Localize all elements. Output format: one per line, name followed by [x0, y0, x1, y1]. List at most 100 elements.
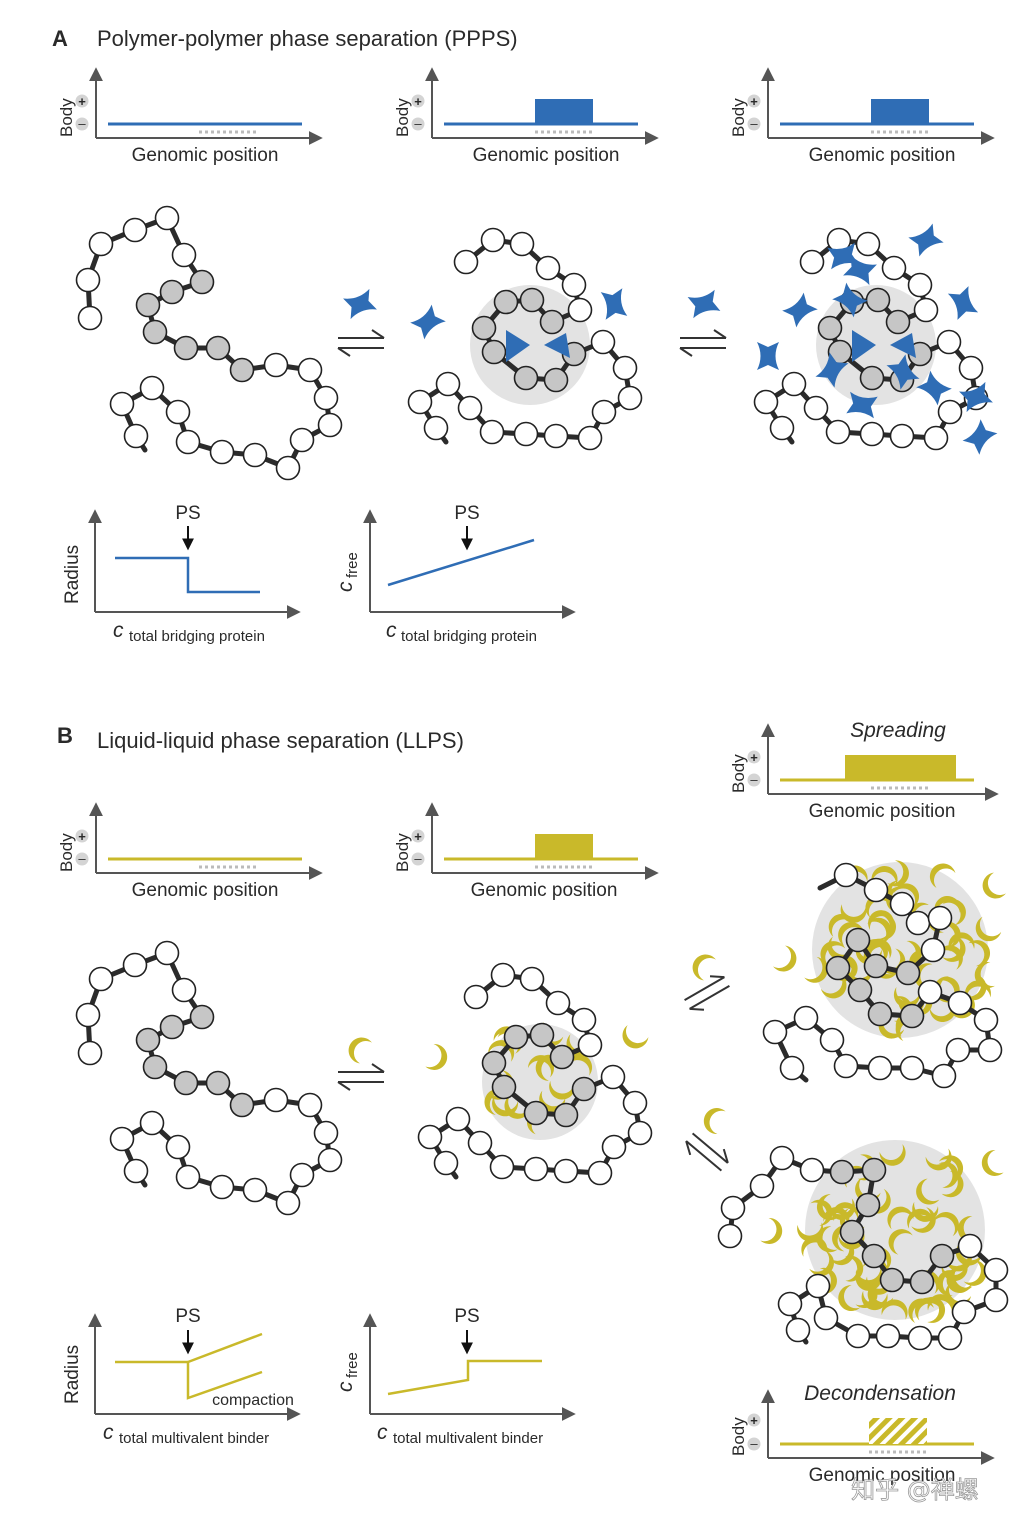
- nucleosome-bead: [899, 1055, 925, 1081]
- nucleosome-bead: [769, 1145, 795, 1171]
- plot-b-radius: PS compaction Radius c total multivalent…: [62, 1306, 301, 1447]
- bridging-protein: [852, 330, 876, 362]
- profile-b1: Body + – Genomic position: [57, 802, 323, 901]
- bridging-protein: [757, 342, 779, 370]
- nucleosome-bead: [313, 385, 339, 411]
- plot-a-cfree-xlabel: total bridging protein: [401, 628, 537, 645]
- nucleosome-bead-marked: [159, 279, 185, 305]
- nucleosome-bead: [577, 425, 603, 451]
- nucleosome-bead: [553, 1158, 579, 1184]
- nucleosome-bead-marked: [471, 315, 497, 341]
- nucleosome-bead: [617, 385, 643, 411]
- nucleosome-bead-marked: [189, 269, 215, 295]
- nucleosome-bead: [289, 1162, 315, 1188]
- bridging-protein-icon: [343, 288, 377, 320]
- nucleosome-bead: [519, 966, 545, 992]
- nucleosome-bead-marked: [549, 1044, 575, 1070]
- nucleosome-bead: [749, 1173, 775, 1199]
- nucleosome-bead-marked: [491, 1074, 517, 1100]
- nucleosome-bead-marked: [481, 1050, 507, 1076]
- svg-text:c: c: [377, 1421, 388, 1444]
- equilibrium-arrows-icon: [684, 975, 730, 1011]
- svg-text:Genomic position: Genomic position: [471, 880, 618, 901]
- nucleosome-bead: [936, 329, 962, 355]
- nucleosome-bead: [753, 389, 779, 415]
- polymer-chain-a2: [407, 227, 643, 451]
- nucleosome-bead-marked: [855, 1192, 881, 1218]
- svg-text:+: +: [78, 829, 86, 844]
- nucleosome-bead: [165, 399, 191, 425]
- nucleosome-bead-marked: [879, 1267, 905, 1293]
- nucleosome-bead-marked: [861, 1157, 887, 1183]
- svg-text:+: +: [750, 1413, 758, 1428]
- nucleosome-bead: [833, 1053, 859, 1079]
- nucleosome-bead-marked: [229, 1092, 255, 1118]
- nucleosome-bead: [781, 371, 807, 397]
- polymer-chain-b3: [762, 862, 1003, 1089]
- nucleosome-bead: [957, 1233, 983, 1259]
- nucleosome-bead: [920, 937, 946, 963]
- nucleosome-bead: [242, 1177, 268, 1203]
- nucleosome-bead: [567, 297, 593, 323]
- nucleosome-bead-marked: [513, 365, 539, 391]
- bridging-protein-icon: [687, 289, 721, 319]
- nucleosome-bead: [863, 877, 889, 903]
- nucleosome-bead: [543, 423, 569, 449]
- equilibrium-arrows-icon: [337, 329, 385, 357]
- nucleosome-bead: [139, 375, 165, 401]
- svg-text:–: –: [78, 851, 86, 866]
- nucleosome-bead: [799, 249, 825, 275]
- nucleosome-bead: [813, 1305, 839, 1331]
- nucleosome-bead: [881, 255, 907, 281]
- nucleosome-bead: [889, 891, 915, 917]
- nucleosome-bead: [433, 1150, 459, 1176]
- nucleosome-bead: [845, 1323, 871, 1349]
- nucleosome-bead: [313, 1120, 339, 1146]
- nucleosome-bead-marked: [189, 1004, 215, 1030]
- nucleosome-bead: [453, 249, 479, 275]
- nucleosome-bead: [109, 391, 135, 417]
- nucleosome-bead-marked: [859, 365, 885, 391]
- nucleosome-bead: [805, 1273, 831, 1299]
- nucleosome-bead: [88, 231, 114, 257]
- plot-a-radius-marker: PS: [175, 503, 200, 524]
- nucleosome-bead: [407, 389, 433, 415]
- nucleosome-bead: [509, 231, 535, 257]
- nucleosome-bead-marked: [847, 977, 873, 1003]
- svg-text:Genomic position: Genomic position: [473, 145, 620, 166]
- nucleosome-bead-marked: [839, 1219, 865, 1245]
- nucleosome-bead: [867, 1055, 893, 1081]
- nucleosome-bead: [154, 940, 180, 966]
- nucleosome-bead: [937, 1325, 963, 1351]
- nucleosome-bead: [122, 952, 148, 978]
- nucleosome-bead-marked: [205, 335, 231, 361]
- nucleosome-bead: [242, 442, 268, 468]
- nucleosome-bead-marked: [571, 1076, 597, 1102]
- multivalent-binder-icon: [700, 1104, 726, 1135]
- nucleosome-bead: [263, 352, 289, 378]
- svg-text:–: –: [750, 772, 758, 787]
- nucleosome-bead: [762, 1019, 788, 1045]
- nucleosome-bead-marked: [845, 927, 871, 953]
- bridging-protein-icon: [410, 304, 446, 340]
- spreading-label: Spreading: [850, 719, 946, 742]
- svg-text:Genomic position: Genomic position: [132, 880, 279, 901]
- nucleosome-bead: [799, 1157, 825, 1183]
- nucleosome-bead-marked: [519, 287, 545, 313]
- nucleosome-bead: [973, 1007, 999, 1033]
- nucleosome-bead: [945, 1037, 971, 1063]
- plot-a-cfree-ylabel: free: [344, 552, 361, 578]
- nucleosome-bead: [154, 205, 180, 231]
- nucleosome-bead: [463, 984, 489, 1010]
- nucleosome-bead: [983, 1257, 1009, 1283]
- svg-text:–: –: [750, 116, 758, 131]
- nucleosome-bead: [490, 962, 516, 988]
- svg-text:–: –: [414, 116, 422, 131]
- nucleosome-bead: [523, 1156, 549, 1182]
- svg-text:Radius: Radius: [62, 1345, 83, 1404]
- compaction-label: compaction: [212, 1392, 294, 1409]
- nucleosome-bead-marked: [909, 1269, 935, 1295]
- profile-a1-ylabel: Body: [57, 98, 76, 137]
- nucleosome-bead: [171, 242, 197, 268]
- svg-text:c: c: [103, 1421, 114, 1444]
